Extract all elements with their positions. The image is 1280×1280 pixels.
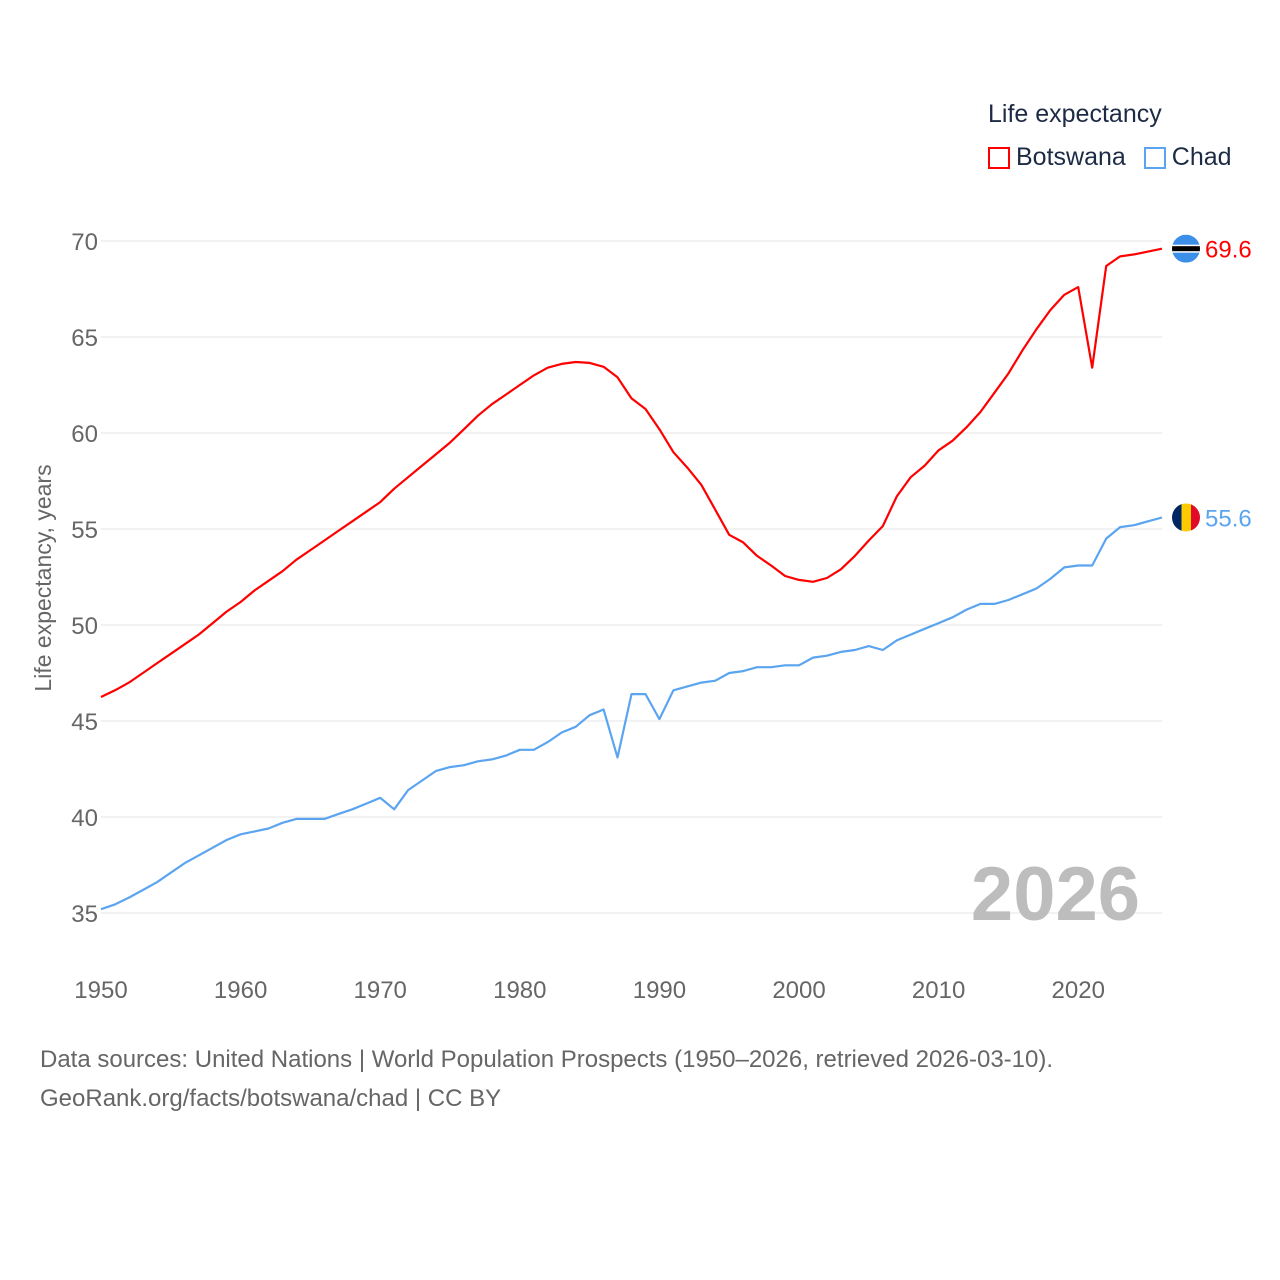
botswana-flag-icon <box>1172 234 1200 263</box>
y-axis-label: Life expectancy, years <box>30 464 56 691</box>
legend-swatch-chad <box>1143 146 1166 169</box>
y-tick-label: 40 <box>71 805 98 832</box>
series-line-chad <box>100 516 1163 911</box>
x-tick-label: 1980 <box>493 977 546 1004</box>
x-tick-label: 1970 <box>354 977 407 1004</box>
legend-item-chad[interactable]: Chad <box>1143 143 1232 172</box>
legend-label-chad: Chad <box>1171 143 1232 171</box>
x-tick-label: 2020 <box>1052 977 1105 1004</box>
y-tick-label: 65 <box>71 325 98 352</box>
end-label-chad: 55.6 <box>1205 505 1252 532</box>
y-tick-label: 35 <box>71 901 98 928</box>
legend-swatch-botswana <box>988 146 1010 169</box>
year-watermark: 2026 <box>971 852 1140 937</box>
x-tick-label: 2010 <box>912 977 965 1004</box>
x-tick-label: 1950 <box>74 977 127 1004</box>
y-tick-label: 70 <box>71 229 98 256</box>
x-tick-label: 1990 <box>633 977 686 1004</box>
chad-flag-icon <box>1172 503 1200 532</box>
legend: Botswana Chad <box>988 143 1232 172</box>
data-sources: Data sources: United Nations | World Pop… <box>40 1046 1054 1073</box>
y-tick-label: 55 <box>71 517 98 544</box>
y-tick-label: 60 <box>71 421 98 448</box>
series-line-botswana <box>100 247 1163 698</box>
legend-title: Life expectancy <box>988 100 1162 128</box>
legend-label-botswana: Botswana <box>1016 143 1126 171</box>
end-label-botswana: 69.6 <box>1205 237 1252 264</box>
y-tick-label: 45 <box>71 709 98 736</box>
x-tick-label: 2000 <box>772 977 825 1004</box>
legend-item-botswana[interactable]: Botswana <box>988 143 1126 172</box>
attribution-link[interactable]: GeoRank.org/facts/botswana/chad | CC BY <box>40 1085 502 1112</box>
y-tick-label: 50 <box>71 613 98 640</box>
x-tick-label: 1960 <box>214 977 267 1004</box>
